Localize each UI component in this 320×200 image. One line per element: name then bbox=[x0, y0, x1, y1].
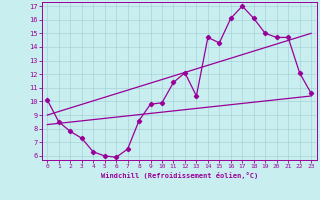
X-axis label: Windchill (Refroidissement éolien,°C): Windchill (Refroidissement éolien,°C) bbox=[100, 172, 258, 179]
